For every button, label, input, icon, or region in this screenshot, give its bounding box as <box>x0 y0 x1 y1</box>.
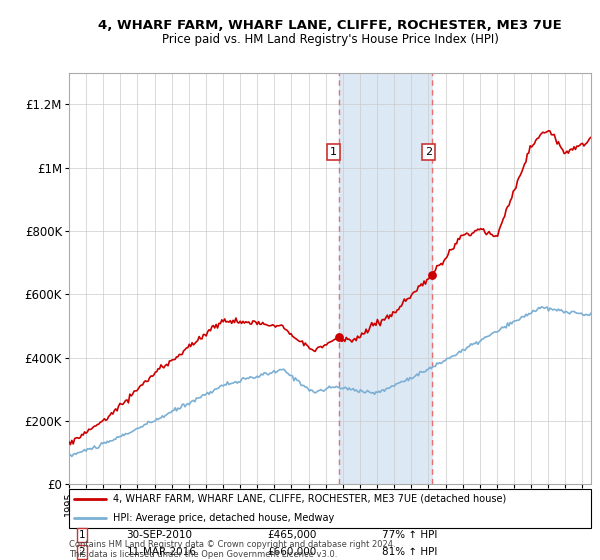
Text: 4, WHARF FARM, WHARF LANE, CLIFFE, ROCHESTER, ME3 7UE: 4, WHARF FARM, WHARF LANE, CLIFFE, ROCHE… <box>98 18 562 32</box>
Text: £660,000: £660,000 <box>268 547 317 557</box>
Text: 2: 2 <box>79 547 85 557</box>
Text: 11-MAR-2016: 11-MAR-2016 <box>127 547 196 557</box>
Text: 4, WHARF FARM, WHARF LANE, CLIFFE, ROCHESTER, ME3 7UE (detached house): 4, WHARF FARM, WHARF LANE, CLIFFE, ROCHE… <box>113 494 506 504</box>
Text: 2: 2 <box>425 147 432 157</box>
Bar <box>583 73 591 484</box>
Text: 30-SEP-2010: 30-SEP-2010 <box>127 530 193 540</box>
Text: 77% ↑ HPI: 77% ↑ HPI <box>382 530 437 540</box>
Text: Contains HM Land Registry data © Crown copyright and database right 2024.
This d: Contains HM Land Registry data © Crown c… <box>69 540 395 559</box>
Text: £465,000: £465,000 <box>268 530 317 540</box>
FancyBboxPatch shape <box>69 489 591 528</box>
Text: 81% ↑ HPI: 81% ↑ HPI <box>382 547 437 557</box>
Text: HPI: Average price, detached house, Medway: HPI: Average price, detached house, Medw… <box>113 513 335 523</box>
Text: 1: 1 <box>79 530 85 540</box>
Bar <box>338 73 432 484</box>
Point <box>334 333 343 342</box>
Text: Price paid vs. HM Land Registry's House Price Index (HPI): Price paid vs. HM Land Registry's House … <box>161 32 499 46</box>
Point <box>427 271 437 280</box>
Text: 1: 1 <box>330 147 337 157</box>
